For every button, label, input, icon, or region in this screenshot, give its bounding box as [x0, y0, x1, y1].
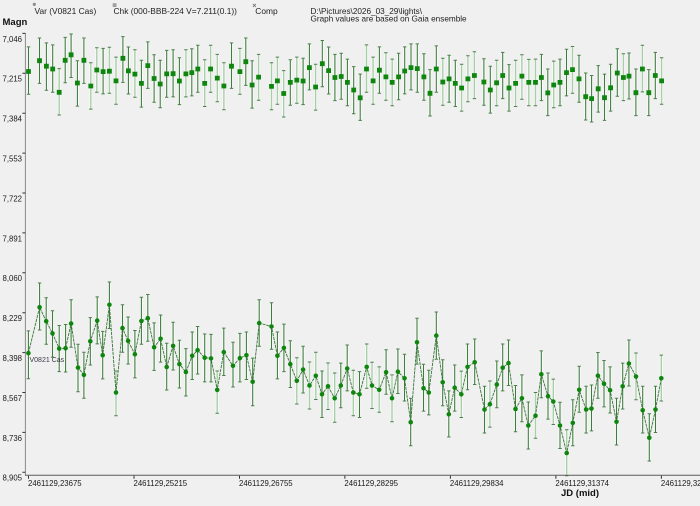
svg-text:7,384: 7,384 — [2, 115, 22, 124]
svg-text:2461129,23675: 2461129,23675 — [28, 479, 82, 488]
svg-text:8,905: 8,905 — [2, 474, 22, 483]
svg-text:V0821 Cas: V0821 Cas — [30, 357, 65, 364]
svg-text:2461129,29834: 2461129,29834 — [450, 479, 504, 488]
svg-text:8,398: 8,398 — [2, 354, 22, 363]
svg-text:7,215: 7,215 — [2, 75, 22, 84]
svg-text:Magn: Magn — [3, 17, 28, 28]
svg-text:JD (mid): JD (mid) — [561, 488, 599, 499]
svg-text:8,567: 8,567 — [2, 394, 22, 403]
svg-text:Chk (000-BBB-224 V=7.211(0.1)): Chk (000-BBB-224 V=7.211(0.1)) — [114, 6, 238, 16]
svg-text:Comp: Comp — [255, 6, 278, 16]
svg-text:Graph values are based on Gaia: Graph values are based on Gaia ensemble — [311, 15, 468, 24]
svg-text:7,722: 7,722 — [2, 194, 22, 203]
svg-text:8,060: 8,060 — [2, 274, 22, 283]
svg-text:2461129,26755: 2461129,26755 — [239, 479, 293, 488]
svg-text:7,046: 7,046 — [2, 35, 22, 44]
svg-text:7,891: 7,891 — [2, 234, 22, 243]
svg-text:D:\Pictures\2026_03_29\lights\: D:\Pictures\2026_03_29\lights\ — [311, 7, 423, 16]
svg-text:8,229: 8,229 — [2, 314, 22, 323]
svg-text:2461129,32914: 2461129,32914 — [661, 479, 700, 488]
svg-text:2461129,31374: 2461129,31374 — [555, 479, 609, 488]
svg-text:2461129,28295: 2461129,28295 — [344, 479, 398, 488]
svg-text:Var (V0821 Cas): Var (V0821 Cas) — [35, 6, 97, 16]
svg-text:8,736: 8,736 — [2, 434, 22, 443]
svg-text:2461129,25215: 2461129,25215 — [134, 479, 188, 488]
svg-text:7,553: 7,553 — [2, 155, 22, 164]
